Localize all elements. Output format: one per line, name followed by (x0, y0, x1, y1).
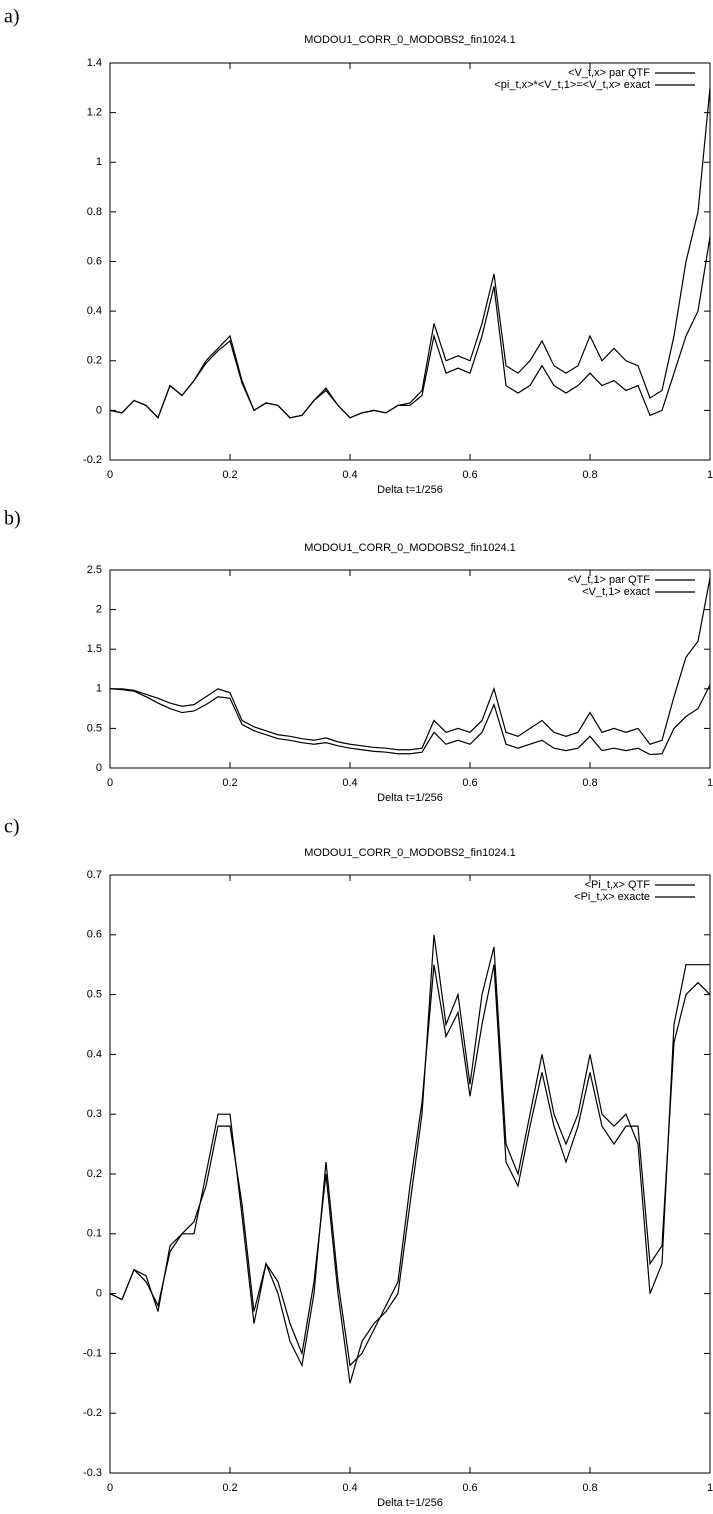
y-tick-label: 0.6 (87, 255, 102, 267)
y-tick-label: 0.2 (87, 1168, 102, 1180)
x-tick-label: 1 (707, 469, 713, 481)
x-tick-label: 0.8 (582, 1482, 597, 1494)
x-tick-label: 1 (707, 1482, 713, 1494)
x-tick-label: 0.4 (342, 1482, 357, 1494)
y-tick-label: -0.2 (83, 454, 102, 466)
x-axis-label: Delta t=1/256 (377, 792, 443, 804)
series-line (109, 87, 711, 419)
panel-label: c) (4, 816, 20, 838)
x-tick-label: 0.4 (342, 469, 357, 481)
plot-frame (109, 874, 711, 1474)
panel-label: b) (4, 508, 21, 530)
y-tick-label: 1.5 (87, 643, 102, 655)
y-tick-label: 0.4 (87, 305, 102, 317)
plot-frame (109, 569, 711, 769)
plot-frame (109, 62, 711, 461)
x-tick-label: 0.2 (222, 469, 237, 481)
y-tick-label: -0.2 (83, 1407, 102, 1419)
legend-label: <V_t,x> par QTF (568, 67, 650, 79)
y-tick-label: 1 (96, 156, 102, 168)
x-tick-label: 0.6 (462, 1482, 477, 1494)
y-tick-label: 0 (96, 1288, 102, 1300)
y-tick-label: 1 (96, 683, 102, 695)
legend-label: <Pi_t,x> exacte (574, 891, 650, 903)
y-tick-label: 2 (96, 604, 102, 616)
x-tick-label: 0.4 (342, 777, 357, 789)
panel-label: a) (4, 6, 20, 28)
x-axis-label: Delta t=1/256 (377, 484, 443, 496)
series-line (109, 684, 711, 756)
legend-label: <pi_t,x>*<V_t,1>=<V_t,x> exact (494, 79, 650, 91)
y-tick-label: 0.6 (87, 929, 102, 941)
series-line (109, 964, 711, 1368)
y-tick-label: 0 (96, 404, 102, 416)
x-tick-label: 0.8 (582, 777, 597, 789)
series-line (110, 577, 711, 751)
y-tick-label: 0.3 (87, 1108, 102, 1120)
y-tick-label: 0.4 (87, 1048, 102, 1060)
chart-title: MODOU1_CORR_0_MODOBS2_fin1024.1 (304, 542, 516, 554)
x-tick-label: 0 (107, 1482, 113, 1494)
x-tick-label: 0.6 (462, 469, 477, 481)
x-axis-label: Delta t=1/256 (377, 1497, 443, 1509)
x-tick-label: 0 (107, 469, 113, 481)
x-tick-label: 1 (707, 777, 713, 789)
chart-title: MODOU1_CORR_0_MODOBS2_fin1024.1 (304, 34, 516, 46)
y-tick-label: 0.8 (87, 206, 102, 218)
y-tick-label: 1.2 (87, 107, 102, 119)
y-tick-label: 0 (96, 762, 102, 774)
y-tick-label: 0.2 (87, 355, 102, 367)
legend-label: <V_t,1> par QTF (567, 574, 650, 586)
series-line (109, 236, 711, 419)
x-tick-label: 0.6 (462, 777, 477, 789)
y-tick-label: -0.3 (83, 1467, 102, 1479)
series-line (109, 934, 710, 1384)
x-tick-label: 0 (107, 777, 113, 789)
y-tick-label: 0.7 (87, 869, 102, 881)
y-tick-label: 1.4 (87, 57, 102, 69)
y-tick-label: 0.5 (87, 989, 102, 1001)
x-tick-label: 0.2 (222, 777, 237, 789)
legend-label: <Pi_t,x> QTF (585, 879, 651, 891)
legend-label: <V_t,1> exact (582, 586, 650, 598)
y-tick-label: 0.5 (87, 722, 102, 734)
y-tick-label: 0.1 (87, 1228, 102, 1240)
y-tick-label: 2.5 (87, 564, 102, 576)
y-tick-label: -0.1 (83, 1347, 102, 1359)
chart-title: MODOU1_CORR_0_MODOBS2_fin1024.1 (304, 847, 516, 859)
x-tick-label: 0.2 (222, 1482, 237, 1494)
x-tick-label: 0.8 (582, 469, 597, 481)
